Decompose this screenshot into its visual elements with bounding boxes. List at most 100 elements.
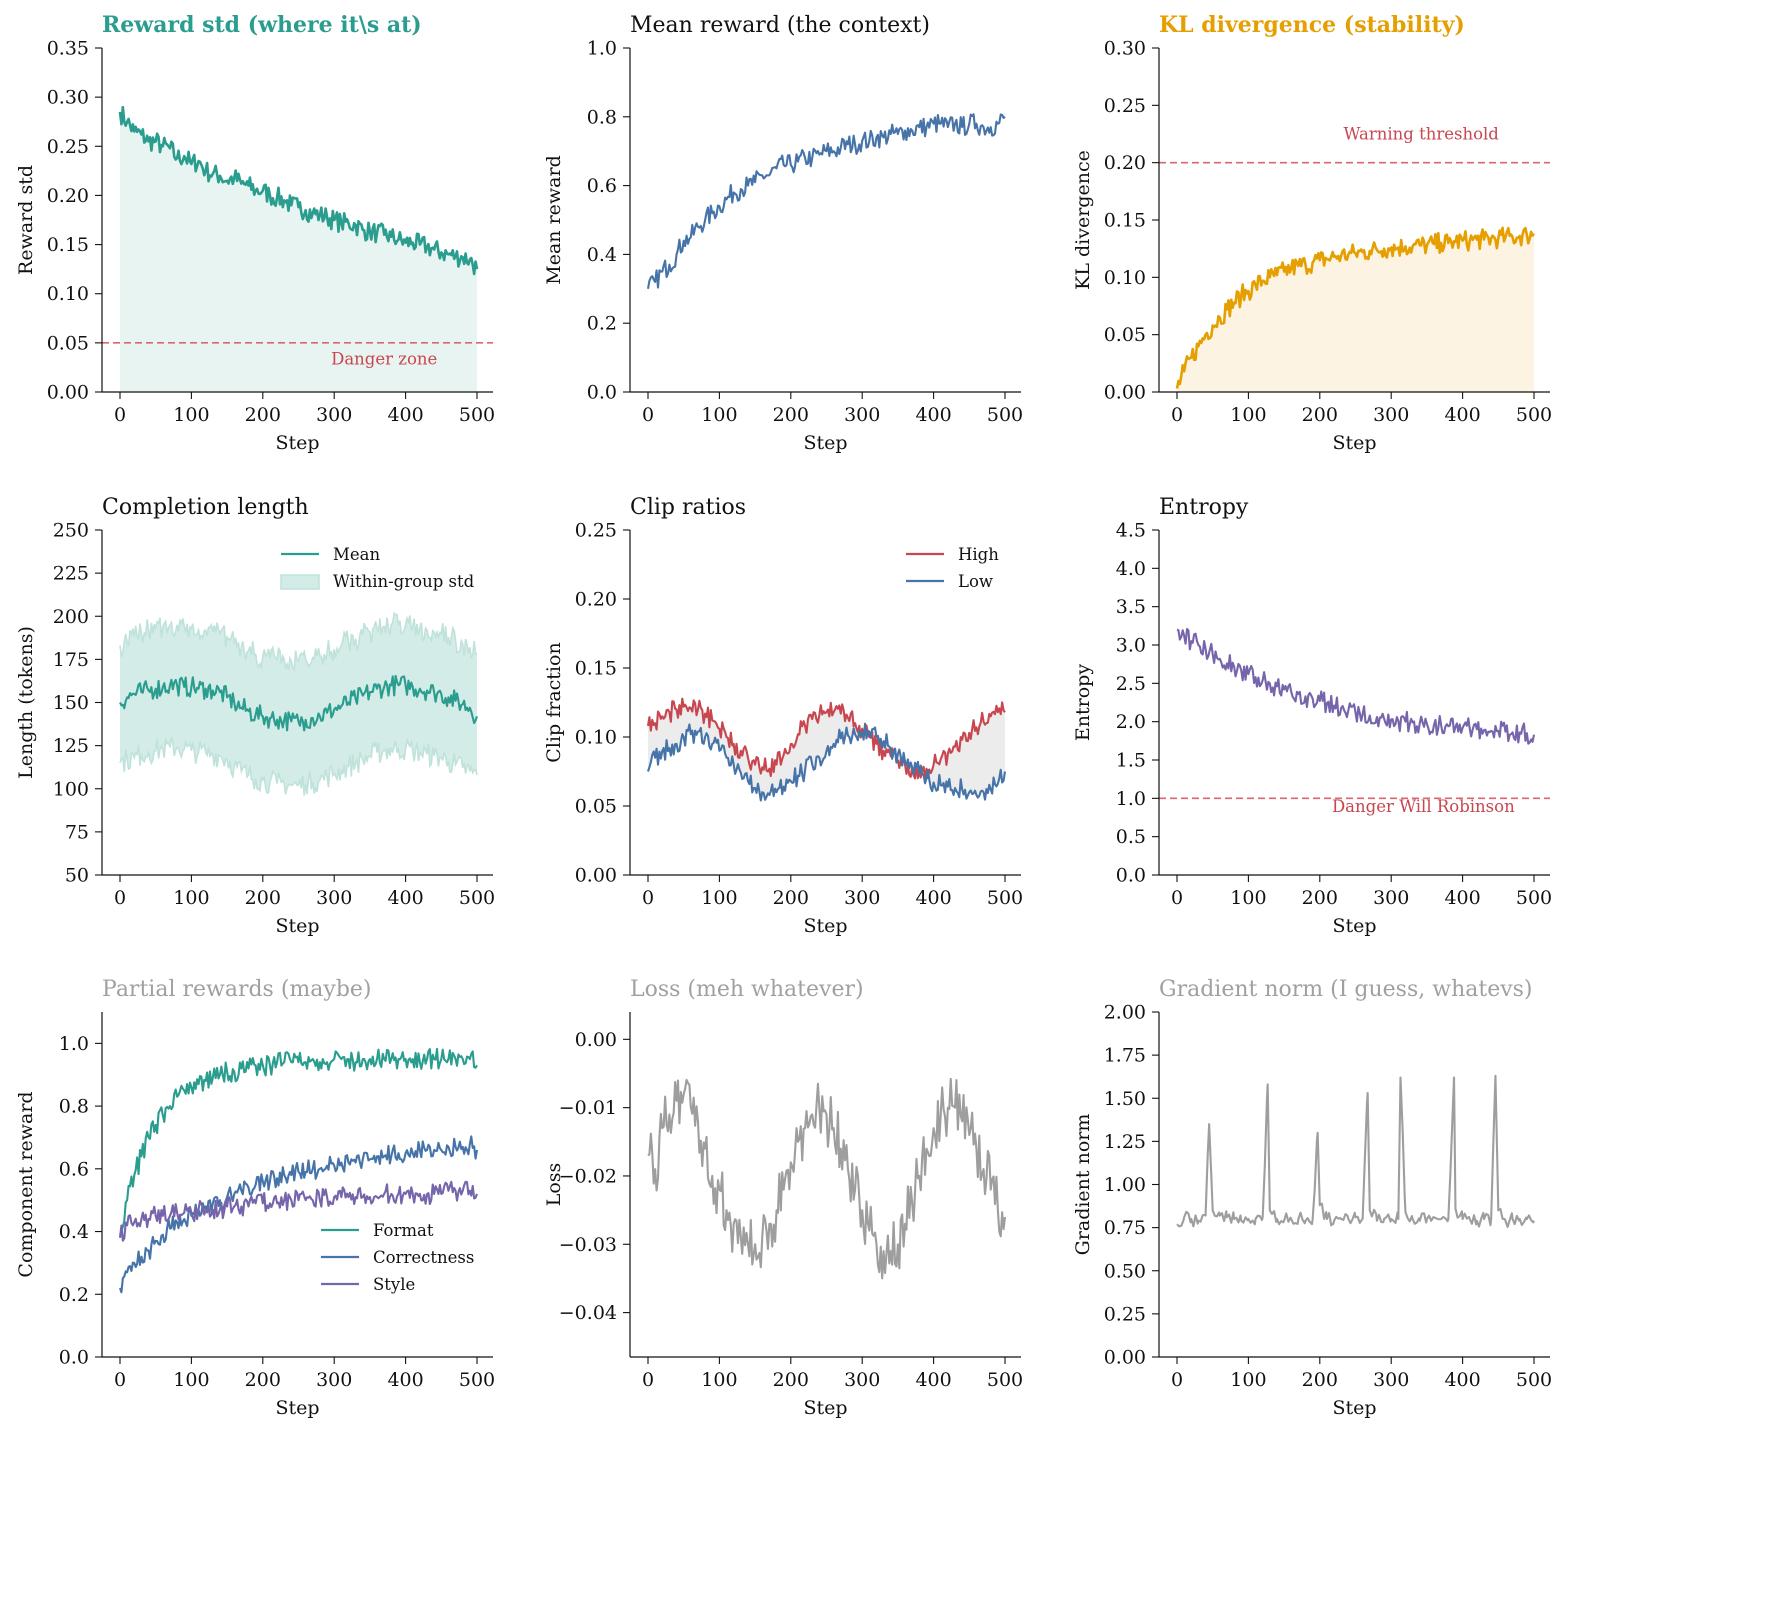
x-tick-label: 100: [1230, 887, 1266, 909]
x-tick-label: 500: [987, 887, 1023, 909]
x-tick-label: 400: [1444, 887, 1480, 909]
x-tick-label: 300: [1373, 1369, 1409, 1391]
x-tick-label: 100: [701, 404, 737, 426]
series-line-correctness: [119, 1135, 479, 1294]
y-tick-label: 0.00: [1104, 1347, 1146, 1369]
y-tick-label: 0.75: [1104, 1217, 1146, 1239]
y-tick-label: 1.50: [1104, 1088, 1146, 1110]
x-axis-label: Step: [275, 432, 319, 454]
x-tick-label: 100: [173, 887, 209, 909]
x-tick-label: 300: [1373, 404, 1409, 426]
y-tick-label: 0.6: [587, 175, 617, 197]
x-tick-label: 200: [1302, 404, 1338, 426]
x-axis-label: Step: [1332, 1397, 1376, 1419]
area-fill: [1177, 227, 1534, 392]
x-tick-label: 200: [1302, 1369, 1338, 1391]
y-tick-label: 0.35: [47, 38, 89, 60]
legend-swatch: [280, 574, 320, 590]
x-tick-label: 200: [1302, 887, 1338, 909]
y-tick-label: 0.20: [47, 185, 89, 207]
series-line-gradient-norm: [1176, 1074, 1535, 1229]
x-tick-label: 300: [316, 1369, 352, 1391]
y-tick-label: 0.50: [1104, 1260, 1146, 1282]
y-tick-label: 175: [53, 649, 89, 671]
panel-title: Reward std (where it\s at): [102, 12, 422, 38]
y-tick-label: −0.02: [559, 1165, 617, 1187]
y-tick-label: 1.0: [587, 38, 617, 60]
panel-title: Partial rewards (maybe): [102, 977, 372, 1002]
y-tick-label: 0.6: [59, 1158, 89, 1180]
panel-title: Entropy: [1159, 495, 1249, 520]
x-tick-label: 200: [245, 1369, 281, 1391]
y-tick-label: 1.75: [1104, 1045, 1146, 1067]
x-tick-label: 300: [844, 404, 880, 426]
y-tick-label: 1.25: [1104, 1131, 1146, 1153]
series-line-entropy: [1176, 627, 1536, 745]
legend-label: Format: [373, 1221, 434, 1240]
x-axis-label: Step: [1332, 432, 1376, 454]
x-tick-label: 500: [1516, 887, 1552, 909]
x-tick-label: 500: [459, 887, 495, 909]
series-line-format: [119, 1047, 478, 1236]
y-tick-label: 75: [65, 821, 89, 843]
x-tick-label: 300: [316, 887, 352, 909]
x-tick-label: 500: [1516, 404, 1552, 426]
series-line-style: [118, 1180, 478, 1242]
y-tick-label: 100: [53, 778, 89, 800]
panel-gradient-norm: Gradient norm (I guess, whatevs) 0.00 0.25…: [1072, 977, 1552, 1419]
panel-clip-ratios: Clip ratios 0.00 0.05 0.10 0.15 0.20 0.25 0 100 2…: [543, 495, 1023, 937]
y-tick-label: 200: [53, 606, 89, 628]
y-axis-label: Reward std: [15, 165, 37, 275]
panel-completion-length: Completion length 50 75 100 125 150 175 200 225 2…: [15, 495, 495, 937]
legend-label: Style: [373, 1275, 415, 1294]
y-tick-label: 0.5: [1116, 826, 1146, 848]
threshold-annotation: Warning threshold: [1344, 125, 1500, 144]
y-tick-label: 2.0: [1116, 711, 1146, 733]
panel-title: Completion length: [102, 495, 309, 520]
x-tick-label: 500: [459, 1369, 495, 1391]
x-tick-label: 200: [773, 1369, 809, 1391]
y-tick-label: 0.0: [59, 1347, 89, 1369]
series-line-mean-reward: [646, 113, 1006, 289]
panel-entropy: Entropy Danger Will Robinson 0.0 0.5 1.0 1.5 2…: [1072, 495, 1552, 937]
y-axis-label: Gradient norm: [1072, 1114, 1094, 1256]
x-tick-label: 100: [1230, 404, 1266, 426]
y-tick-label: 0.25: [1104, 95, 1146, 117]
x-tick-label: 0: [114, 1369, 126, 1391]
x-tick-label: 300: [316, 404, 352, 426]
y-tick-label: 2.00: [1104, 1002, 1146, 1024]
y-tick-label: −0.04: [559, 1302, 617, 1324]
x-tick-label: 500: [459, 404, 495, 426]
x-tick-label: 400: [915, 404, 951, 426]
x-tick-label: 300: [844, 887, 880, 909]
panel-title: Mean reward (the context): [630, 13, 930, 38]
y-tick-label: 0.20: [575, 589, 617, 611]
y-tick-label: 125: [53, 735, 89, 757]
x-tick-label: 0: [114, 404, 126, 426]
y-tick-label: 0.15: [47, 234, 89, 256]
y-tick-label: 3.0: [1116, 635, 1146, 657]
legend: Format Correctness Style: [321, 1221, 474, 1294]
panel-title: Gradient norm (I guess, whatevs): [1159, 977, 1533, 1002]
y-tick-label: 0.05: [575, 796, 617, 818]
std-band: [120, 613, 477, 796]
std-band-upper-edge: [119, 611, 478, 672]
legend-label: High: [958, 545, 999, 564]
x-tick-label: 0: [114, 887, 126, 909]
y-tick-label: 3.5: [1116, 596, 1146, 618]
y-tick-label: 0.10: [575, 727, 617, 749]
x-axis-label: Step: [275, 1397, 319, 1419]
x-tick-label: 400: [387, 887, 423, 909]
y-tick-label: 4.0: [1116, 558, 1146, 580]
x-tick-label: 400: [915, 1369, 951, 1391]
x-tick-label: 400: [387, 1369, 423, 1391]
y-axis-label: Clip fraction: [543, 642, 565, 762]
x-tick-label: 500: [987, 404, 1023, 426]
x-tick-label: 200: [245, 404, 281, 426]
panel-mean-reward: Mean reward (the context) 0.0 0.2 0.4 0.6 0.8…: [543, 13, 1023, 454]
y-tick-label: 0.00: [1104, 382, 1146, 404]
x-tick-label: 400: [387, 404, 423, 426]
panel-title: KL divergence (stability): [1159, 12, 1465, 38]
x-axis-label: Step: [803, 915, 847, 937]
